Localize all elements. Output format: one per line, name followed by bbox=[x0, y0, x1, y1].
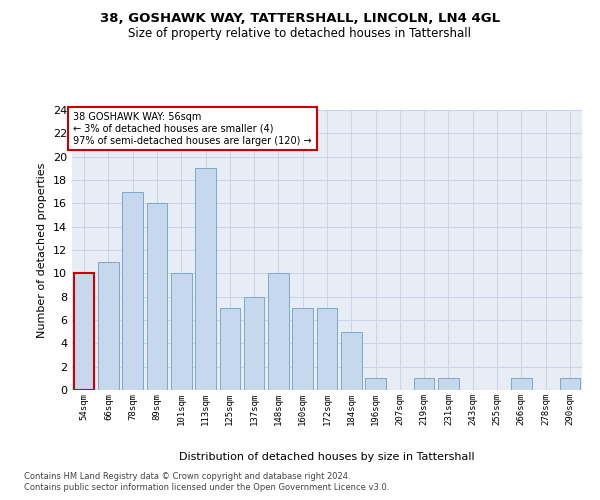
Bar bbox=[146, 204, 167, 390]
Bar bbox=[122, 192, 143, 390]
Y-axis label: Number of detached properties: Number of detached properties bbox=[37, 162, 47, 338]
Bar bbox=[292, 308, 313, 390]
Bar bbox=[98, 262, 119, 390]
Text: 38 GOSHAWK WAY: 56sqm
← 3% of detached houses are smaller (4)
97% of semi-detach: 38 GOSHAWK WAY: 56sqm ← 3% of detached h… bbox=[73, 112, 312, 146]
Text: Distribution of detached houses by size in Tattershall: Distribution of detached houses by size … bbox=[179, 452, 475, 462]
Bar bbox=[220, 308, 240, 390]
Bar bbox=[341, 332, 362, 390]
Bar bbox=[74, 274, 94, 390]
Bar bbox=[244, 296, 265, 390]
Text: Contains HM Land Registry data © Crown copyright and database right 2024.: Contains HM Land Registry data © Crown c… bbox=[24, 472, 350, 481]
Bar bbox=[365, 378, 386, 390]
Bar bbox=[560, 378, 580, 390]
Bar bbox=[268, 274, 289, 390]
Bar bbox=[438, 378, 459, 390]
Text: Size of property relative to detached houses in Tattershall: Size of property relative to detached ho… bbox=[128, 28, 472, 40]
Text: Contains public sector information licensed under the Open Government Licence v3: Contains public sector information licen… bbox=[24, 484, 389, 492]
Bar bbox=[414, 378, 434, 390]
Bar bbox=[195, 168, 216, 390]
Bar bbox=[171, 274, 191, 390]
Bar bbox=[511, 378, 532, 390]
Bar bbox=[317, 308, 337, 390]
Text: 38, GOSHAWK WAY, TATTERSHALL, LINCOLN, LN4 4GL: 38, GOSHAWK WAY, TATTERSHALL, LINCOLN, L… bbox=[100, 12, 500, 26]
